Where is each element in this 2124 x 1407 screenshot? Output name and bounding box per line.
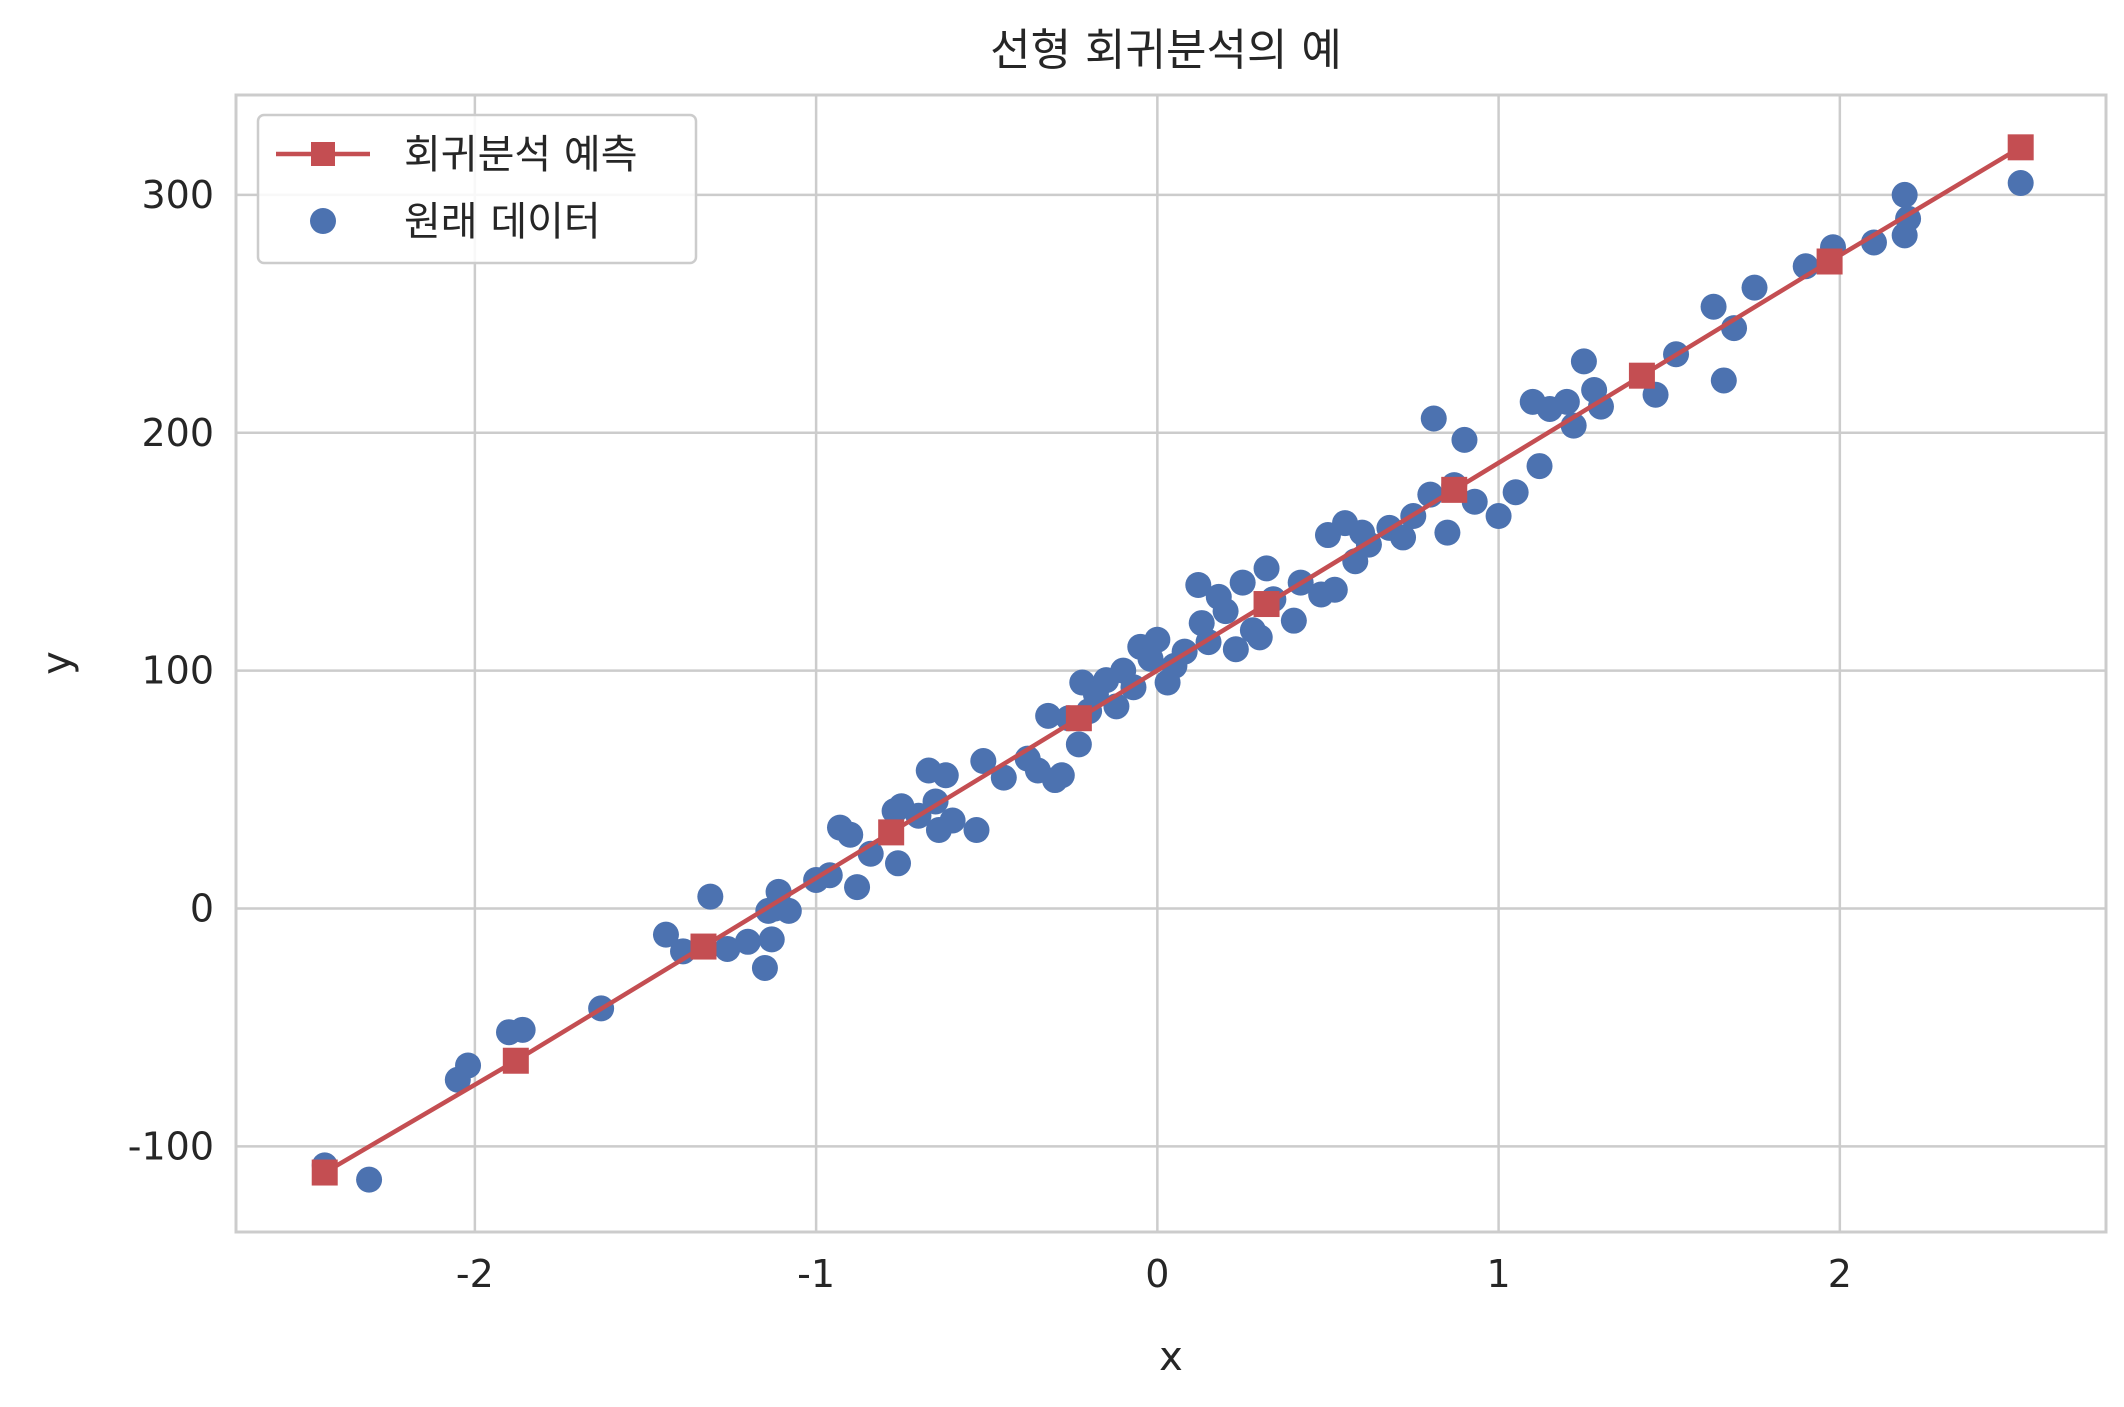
data-point <box>1246 624 1273 651</box>
data-point <box>1461 488 1488 515</box>
data-point <box>1212 598 1239 625</box>
data-point <box>734 928 761 955</box>
x-tick-label: -2 <box>456 1252 494 1296</box>
data-point <box>356 1166 383 1193</box>
prediction-marker <box>878 819 905 846</box>
data-point <box>455 1052 482 1079</box>
data-point <box>758 926 785 953</box>
data-point <box>1700 293 1727 320</box>
y-axis-label: y <box>34 651 80 675</box>
data-point <box>1065 731 1092 758</box>
data-point <box>963 817 990 844</box>
data-point <box>1502 479 1529 506</box>
legend-square-marker <box>311 142 335 166</box>
y-tick-label: 0 <box>190 887 214 931</box>
series-layer <box>311 134 2034 1193</box>
legend-label-prediction: 회귀분석 예측 <box>404 132 638 178</box>
tick-labels: -2 -1 0 1 2 -100 0 100 200 300 <box>128 173 1852 1296</box>
y-tick-label: 100 <box>141 649 214 693</box>
y-tick-label: -100 <box>128 1124 214 1168</box>
data-point <box>1434 519 1461 546</box>
data-point <box>970 748 997 775</box>
data-point <box>775 897 802 924</box>
data-point <box>1321 576 1348 603</box>
data-point <box>1185 572 1212 599</box>
data-point <box>1485 503 1512 530</box>
x-tick-label: -1 <box>797 1252 835 1296</box>
prediction-marker <box>1816 248 1843 275</box>
data-point <box>1048 762 1075 789</box>
data-point <box>1570 348 1597 375</box>
prediction-marker <box>1253 591 1280 618</box>
data-point <box>990 764 1017 791</box>
data-point <box>1526 453 1553 480</box>
legend: 회귀분석 예측 원래 데이터 <box>256 113 698 265</box>
legend-circle-marker <box>310 208 336 234</box>
data-point <box>1741 274 1768 301</box>
data-point <box>697 883 724 910</box>
data-point <box>885 850 912 877</box>
prediction-marker <box>690 933 717 960</box>
data-point <box>1390 524 1417 551</box>
data-point <box>1280 607 1307 634</box>
x-tick-label: 1 <box>1486 1252 1510 1296</box>
data-point <box>1891 181 1918 208</box>
y-tick-label: 200 <box>141 411 214 455</box>
data-point <box>714 935 741 962</box>
data-point <box>844 874 871 901</box>
data-point <box>1144 626 1171 653</box>
x-tick-label: 2 <box>1828 1252 1852 1296</box>
x-axis-label: x <box>1159 1334 1183 1380</box>
y-tick-label: 300 <box>141 173 214 217</box>
plot-frame <box>234 93 2108 1234</box>
data-point <box>1710 367 1737 394</box>
data-point <box>1860 229 1887 256</box>
data-point <box>670 938 697 965</box>
data-point <box>1229 569 1256 596</box>
data-point <box>1253 555 1280 582</box>
data-point <box>1553 388 1580 415</box>
prediction-marker <box>1441 476 1468 503</box>
data-point <box>1451 426 1478 453</box>
chart-title: 선형 회귀분석의 예 <box>990 25 1342 76</box>
prediction-marker <box>502 1047 529 1074</box>
regression-line <box>323 145 2022 1175</box>
prediction-marker <box>311 1159 338 1186</box>
data-point <box>652 921 679 948</box>
prediction-marker <box>2007 134 2034 161</box>
prediction-marker <box>1065 705 1092 732</box>
x-tick-label: 0 <box>1145 1252 1169 1296</box>
legend-label-data: 원래 데이터 <box>404 199 601 245</box>
data-point <box>837 821 864 848</box>
data-point <box>1587 393 1614 420</box>
data-point <box>939 807 966 834</box>
data-point <box>1222 636 1249 663</box>
data-point <box>816 862 843 889</box>
data-point <box>751 954 778 981</box>
data-point <box>2007 170 2034 197</box>
data-point <box>1420 405 1447 432</box>
data-point <box>932 762 959 789</box>
prediction-marker <box>1628 362 1655 389</box>
data-point <box>1035 702 1062 729</box>
data-point <box>509 1016 536 1043</box>
